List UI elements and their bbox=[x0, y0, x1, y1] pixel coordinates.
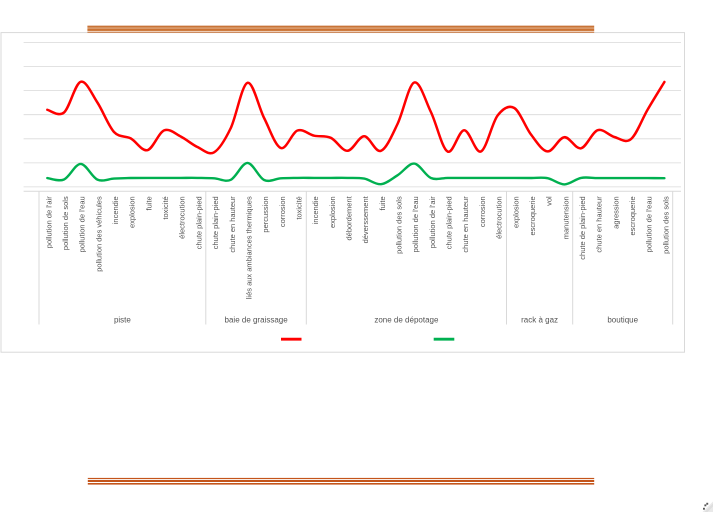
svg-text:manutension: manutension bbox=[561, 196, 570, 239]
svg-text:chute de plain-pied: chute de plain-pied bbox=[578, 196, 587, 259]
svg-text:toxicité: toxicité bbox=[295, 196, 304, 219]
svg-text:rack à gaz: rack à gaz bbox=[521, 315, 558, 324]
svg-text:corrosion: corrosion bbox=[478, 196, 487, 227]
svg-text:déverssement: déverssement bbox=[361, 195, 370, 243]
svg-text:toxicité: toxicité bbox=[161, 196, 170, 219]
svg-text:pollution des sols: pollution des sols bbox=[661, 196, 670, 254]
svg-text:incendie: incendie bbox=[111, 196, 120, 224]
svg-text:chute plain-pied: chute plain-pied bbox=[445, 196, 454, 249]
svg-text:explosion: explosion bbox=[328, 196, 337, 228]
svg-text:pollution de l'eau: pollution de l'eau bbox=[645, 196, 654, 252]
svg-text:baie de graissage: baie de graissage bbox=[225, 315, 289, 324]
svg-text:pollution de l'eau: pollution de l'eau bbox=[411, 196, 420, 252]
svg-text:chute en hauteur: chute en hauteur bbox=[228, 196, 237, 253]
svg-text:électrocution: électrocution bbox=[495, 196, 504, 239]
svg-text:zone de dépotage: zone de dépotage bbox=[374, 315, 439, 324]
svg-text:liés aux ambiances thermiques: liés aux ambiances thermiques bbox=[245, 196, 254, 299]
svg-text:débordement: débordement bbox=[345, 195, 354, 240]
svg-text:piste: piste bbox=[114, 315, 131, 324]
svg-text:pollution de sols: pollution de sols bbox=[61, 196, 70, 250]
svg-text:pollution de l'eau: pollution de l'eau bbox=[78, 196, 87, 252]
svg-text:pollution des sols: pollution des sols bbox=[395, 196, 404, 254]
svg-text:boutique: boutique bbox=[607, 315, 638, 324]
svg-text:chute plain-pied: chute plain-pied bbox=[194, 196, 203, 249]
svg-text:incendie: incendie bbox=[311, 196, 320, 224]
svg-text:chute en hauteur: chute en hauteur bbox=[461, 196, 470, 253]
svg-text:explosion: explosion bbox=[511, 196, 520, 228]
svg-text:fuite: fuite bbox=[144, 196, 153, 210]
svg-text:explosion: explosion bbox=[128, 196, 137, 228]
svg-text:vol: vol bbox=[545, 196, 554, 206]
svg-text:pollution de l'air: pollution de l'air bbox=[428, 196, 437, 248]
svg-text:électrocution: électrocution bbox=[178, 196, 187, 239]
svg-text:escroquerie: escroquerie bbox=[528, 196, 537, 235]
svg-text:percussion: percussion bbox=[261, 196, 270, 232]
svg-text:chute plain-pied: chute plain-pied bbox=[211, 196, 220, 249]
svg-text:corrosion: corrosion bbox=[278, 196, 287, 227]
svg-text:pollution de l'air: pollution de l'air bbox=[44, 196, 53, 248]
svg-text:escroquerie: escroquerie bbox=[628, 196, 637, 235]
svg-text:pollution des véhicules: pollution des véhicules bbox=[94, 196, 103, 272]
svg-text:fuite: fuite bbox=[378, 196, 387, 210]
svg-text:agression: agression bbox=[611, 196, 620, 229]
svg-text:chute en hauteur: chute en hauteur bbox=[595, 196, 604, 253]
